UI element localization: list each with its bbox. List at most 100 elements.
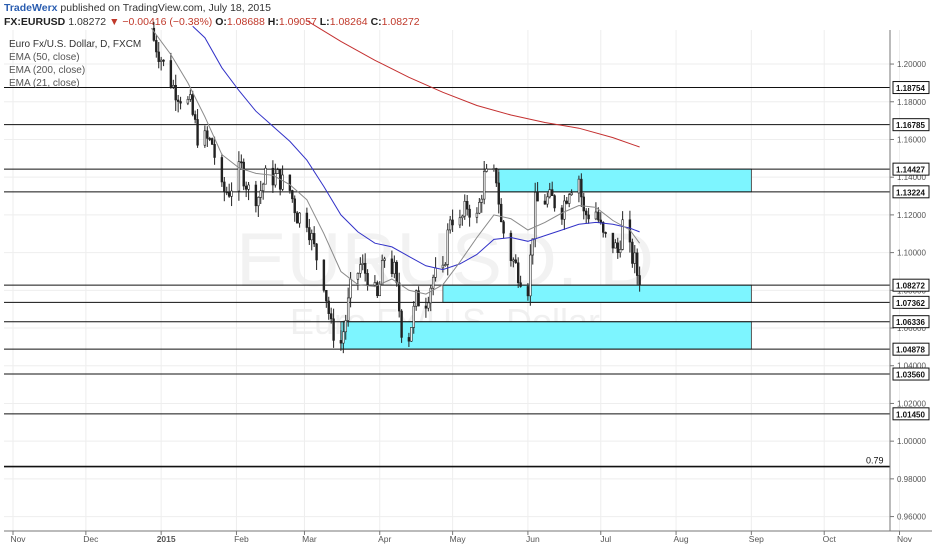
level-lines: 0.79 (4, 87, 890, 468)
candle-body (332, 318, 335, 341)
y-tick-label: 0.96000 (897, 513, 926, 522)
candle-body (291, 190, 294, 200)
candle-body (157, 51, 160, 62)
candle-body (196, 119, 199, 146)
candle-body (618, 249, 622, 253)
candle (230, 182, 233, 207)
candle (240, 154, 243, 169)
candle-body (441, 264, 445, 269)
candle (570, 189, 573, 196)
close-label: C: (370, 16, 382, 28)
candle-body (563, 200, 566, 220)
candle (346, 287, 350, 327)
candle (159, 56, 163, 71)
candle (414, 289, 418, 311)
candle-body (463, 201, 466, 217)
last-price: 1.08272 (68, 16, 107, 28)
legend-ema200[interactable]: EMA (200, close) (9, 65, 86, 76)
candle-body (451, 219, 454, 226)
candle (536, 182, 539, 202)
candle (580, 173, 583, 208)
level-price-label: 1.08272 (896, 282, 925, 291)
candle (373, 275, 377, 288)
candle-body (414, 290, 418, 307)
candle-body (638, 275, 641, 286)
candle-body (580, 178, 583, 198)
candle (376, 280, 379, 299)
candle (584, 208, 588, 224)
candle-body (359, 264, 362, 274)
candle (516, 257, 520, 288)
legend-ema50[interactable]: EMA (50, close) (9, 52, 80, 63)
candle-body (274, 173, 277, 186)
candle-body (308, 227, 311, 241)
candle (431, 274, 435, 296)
candle-body (281, 174, 284, 190)
legend-ema21[interactable]: EMA (21, close) (9, 78, 80, 89)
candle-body (509, 232, 513, 261)
candle-body (172, 85, 175, 88)
candle-body (417, 290, 420, 307)
author-name[interactable]: TradeWerx (4, 2, 58, 14)
candle-body (475, 212, 479, 218)
x-tick-label: Jul (600, 534, 611, 544)
candle (390, 250, 394, 278)
candle-body (543, 200, 547, 205)
candle (363, 253, 367, 282)
candle (244, 181, 248, 198)
candle-body (259, 190, 262, 198)
candle-body (519, 282, 522, 287)
candle-body (548, 189, 551, 198)
open-label: O: (215, 16, 227, 28)
candle (461, 214, 464, 226)
candle (567, 193, 571, 208)
candle-body (448, 219, 452, 231)
legend-title: Euro Fx/U.S. Dollar, D, FXCM (9, 39, 142, 50)
candle (616, 237, 619, 259)
candle (594, 202, 598, 221)
candle (210, 137, 214, 145)
time-axis[interactable]: Nov Dec 2015 Feb Mar Apr May Jun Jul Aug Sep Oct Nov (10, 531, 913, 544)
candle (288, 174, 292, 194)
candle-body (604, 232, 607, 234)
candle-body (254, 184, 258, 207)
candle (196, 108, 199, 148)
candle (305, 207, 309, 233)
y-tick-label: 1.16000 (897, 135, 926, 144)
candle-body (191, 94, 194, 115)
ohlc-bar: FX:EURUSD 1.08272 ▼ −0.00416 (−0.38%) O:… (4, 16, 420, 28)
candle-body (179, 101, 182, 104)
candle-body (346, 297, 350, 321)
candle (482, 160, 486, 205)
candle-body (594, 211, 598, 220)
candle-body (461, 215, 464, 219)
candle (327, 296, 330, 320)
candle (533, 182, 537, 248)
candle-body (208, 138, 211, 140)
candle (614, 239, 617, 249)
candle (276, 167, 279, 174)
price-axis[interactable]: 1.20000 1.18000 1.16000 1.14000 1.12000 1.100… (890, 60, 930, 522)
chart-pane[interactable] (4, 30, 890, 531)
candle-body (495, 168, 498, 184)
open-value: 1.08688 (226, 16, 265, 28)
candle-body (526, 286, 530, 297)
x-tick-label: Nov (10, 534, 26, 544)
candle (611, 232, 615, 254)
candle-body (546, 196, 549, 205)
candle (206, 126, 209, 147)
candle-body (342, 331, 345, 344)
candle (393, 255, 396, 279)
y-tick-label: 1.20000 (897, 60, 926, 69)
candle-body (244, 185, 248, 190)
x-tick-label: May (450, 534, 467, 544)
candle (638, 266, 641, 292)
candle-body (480, 198, 483, 203)
candle-body (514, 259, 517, 264)
candle (189, 89, 192, 102)
candle (448, 215, 452, 234)
y-tick-label: 1.12000 (897, 211, 926, 220)
chart-legend: Euro Fx/U.S. Dollar, D, FXCM EMA (50, cl… (9, 38, 141, 90)
candle (631, 238, 634, 268)
